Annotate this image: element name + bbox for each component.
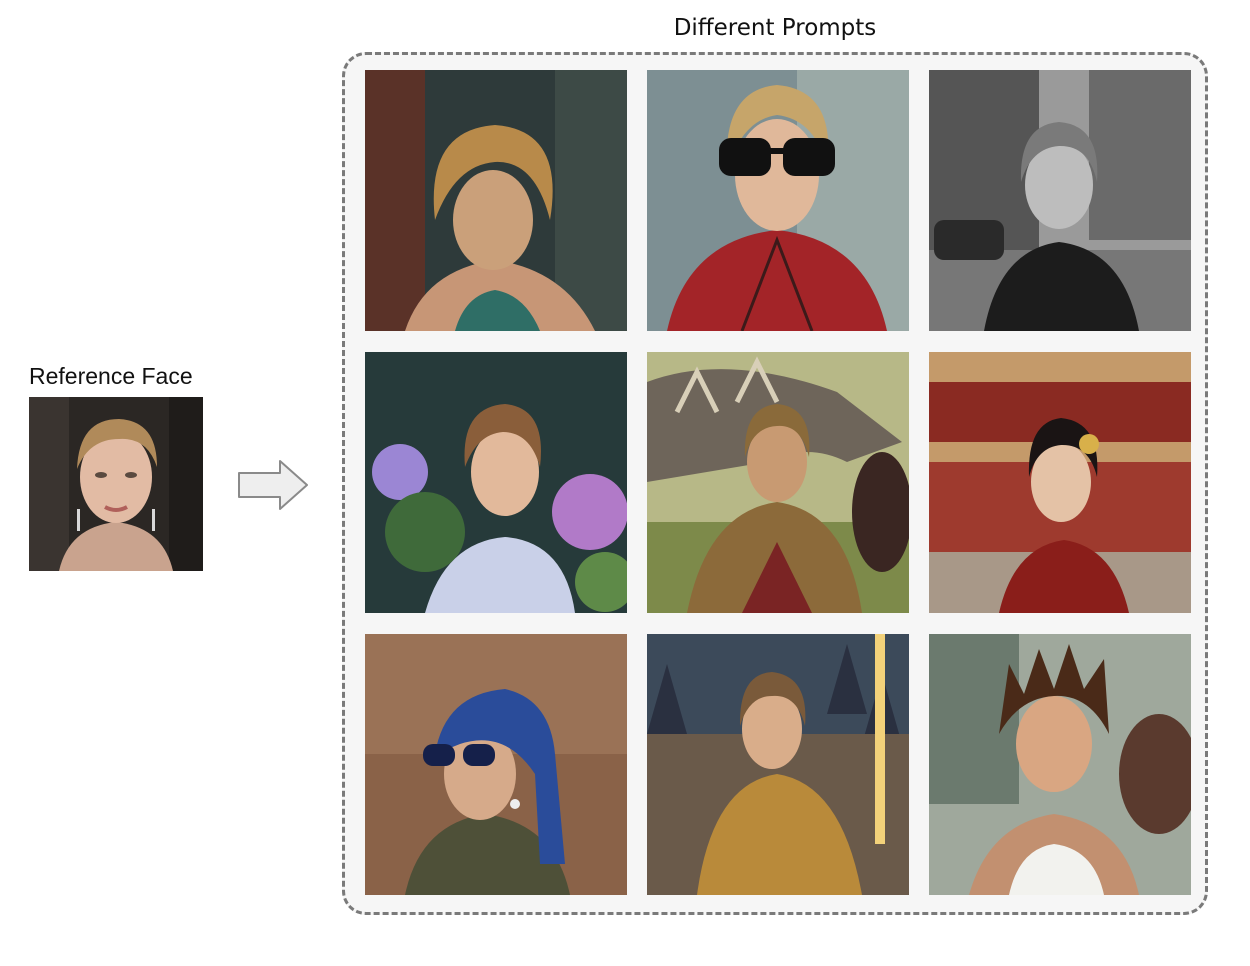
generated-image-9 xyxy=(929,634,1191,895)
generated-image-6 xyxy=(929,352,1191,613)
grid-title: Different Prompts xyxy=(673,15,877,41)
reference-face-image xyxy=(29,397,203,571)
generated-image-8 xyxy=(647,634,909,895)
generated-image-4 xyxy=(365,352,627,613)
generated-image-2 xyxy=(647,70,909,331)
arrow-right-icon xyxy=(238,460,308,510)
reference-face-label: Reference Face xyxy=(29,363,193,389)
generated-image-3 xyxy=(929,70,1191,331)
generated-image-5 xyxy=(647,352,909,613)
generated-image-7 xyxy=(365,634,627,895)
generated-image-1 xyxy=(365,70,627,331)
